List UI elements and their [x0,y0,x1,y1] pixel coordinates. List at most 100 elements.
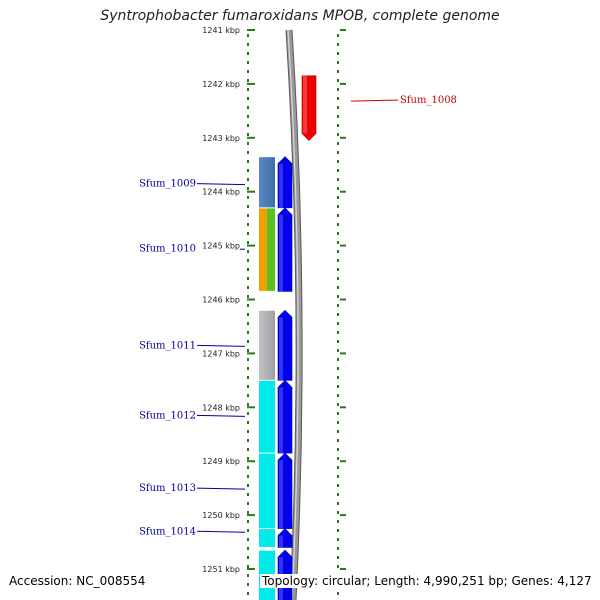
scale-dot [247,322,249,325]
major-tick [247,136,255,139]
scale-dot [247,376,249,379]
gene-label: Sfum_1011 [139,340,196,351]
leader-line [196,414,246,417]
scale-dot [337,286,339,289]
major-tick [247,514,255,517]
scale-dot [337,403,339,406]
scale-dot [247,304,249,307]
scale-dot [247,43,249,46]
tick-label-bg [196,239,240,250]
scale-dot [247,286,249,289]
scale-dot [247,106,249,109]
scale-dot [337,241,339,244]
scale-dot [337,304,339,307]
tick-label-bg [196,131,240,142]
scale-dot [337,529,339,532]
scale-dot [247,583,249,586]
scale-dot [337,520,339,523]
scale-dot [337,205,339,208]
major-tick [247,352,255,355]
backbone-highlight [287,29,299,600]
scale-dot [247,151,249,154]
scale-dot [247,412,249,415]
scale-dot [337,295,339,298]
major-tick [340,136,346,139]
gene-arrow-shade [279,163,283,208]
scale-dot [247,232,249,235]
scale-dot [337,376,339,379]
topology-text: Topology: circular; Length: 4,990,251 bp… [260,574,594,588]
scale-dot [247,160,249,163]
major-tick [340,406,346,409]
scale-dot [337,52,339,55]
feature-band [259,453,275,529]
scale-dot [247,187,249,190]
tick-label: 1243 kbp [202,134,240,143]
tick-label-bg [196,563,240,573]
major-tick [247,460,255,463]
scale-dot [247,250,249,253]
tick-label-bg [196,77,240,88]
scale-dot [337,88,339,91]
feature-band [259,157,275,208]
scale-dot [247,439,249,442]
scale-dot [247,565,249,568]
scale-dot [337,232,339,235]
scale-dot [337,43,339,46]
gene-arrow-shade [279,214,283,292]
tick-label: 1250 kbp [202,511,240,520]
gene-label: Sfum_1012 [139,410,196,421]
tick-label: 1251 kbp [202,565,240,574]
major-tick [247,244,255,247]
major-tick [247,82,255,85]
scale-dot [247,124,249,127]
scale-dot [247,511,249,514]
scale-dot [247,367,249,370]
scale-dot [337,214,339,217]
scale-dot [337,466,339,469]
gene-label: Sfum_1014 [139,526,196,537]
major-tick [340,29,346,31]
leader-line [196,183,246,186]
feature-band [259,529,275,547]
feature-band [259,310,275,380]
scale-dot [337,223,339,226]
scale-dot [337,106,339,109]
feature-bands [259,157,275,600]
scale-dot [337,178,339,181]
tick-label-bg [196,347,240,358]
map-title: Syntrophobacter fumaroxidans MPOB, compl… [100,8,500,24]
scale-dot [337,196,339,199]
scale-dot [337,538,339,541]
scale-dot [337,331,339,334]
scale-dot [247,88,249,91]
scale-dot [337,511,339,514]
major-tick [340,244,346,247]
major-tick [340,298,346,301]
scale-dot [247,340,249,343]
tick-label-bg [196,24,240,34]
tick-label: 1245 kbp [202,242,240,251]
major-tick [247,568,255,570]
scale-dot [337,592,339,595]
major-tick [340,352,346,355]
scale-dot [247,547,249,550]
scale-dot [247,79,249,82]
scale-dot [247,313,249,316]
scale-dot [247,205,249,208]
scale-dot [337,556,339,559]
scale-dot [337,34,339,37]
scale-dot [247,421,249,424]
gene-labels: Sfum_1008 Sfum_1009 Sfum_1010 Sfum_1011 Sfum… [139,95,457,537]
gene-label: Sfum_1009 [139,179,196,190]
scale-dot [247,196,249,199]
leader-line [196,344,246,347]
scale-dot [247,142,249,145]
scale-dot [247,385,249,388]
scale-dot [337,421,339,424]
scale-dot [247,349,249,352]
scale-dot [337,322,339,325]
scale-dot [337,358,339,361]
scale-dot [337,115,339,118]
